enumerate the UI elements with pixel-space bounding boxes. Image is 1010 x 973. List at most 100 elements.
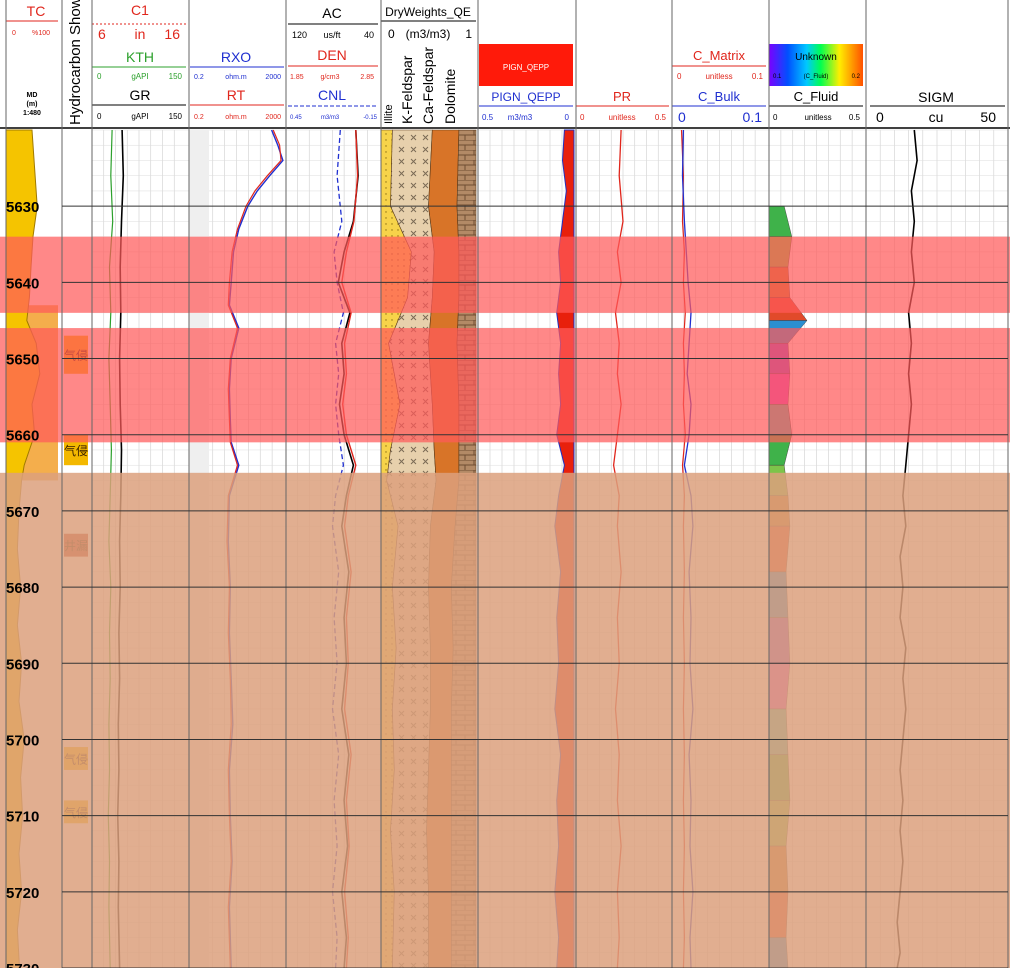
track-header-c: C_Matrix 0 unitless 0.1 C_Bulk 0 0.1 (672, 48, 766, 125)
sigm-unit: cu (929, 109, 944, 125)
pign-legend-swatch (479, 44, 573, 86)
pign-unit: m3/m3 (508, 113, 533, 122)
depth-scale: 1:480 (23, 110, 41, 117)
mineral-ca-feldspar: Ca-Feldspar (420, 47, 436, 124)
pr-right: 0.5 (655, 113, 667, 122)
cfluid-unit: unitless (804, 113, 831, 122)
depth-tick-label: 5640 (6, 275, 39, 292)
unknown-name: Unknown (795, 52, 837, 63)
gr-name: GR (130, 87, 151, 103)
cbulk-name: C_Bulk (698, 89, 740, 104)
dryweights-name: DryWeights_QE (385, 5, 471, 19)
depth-tick-label: 5730 (6, 961, 39, 968)
unknown-right: 0.2 (852, 74, 861, 80)
cbulk-left: 0 (678, 109, 686, 125)
track-header-porosity: AC 120 us/ft 40 DEN 1.85 g/cm3 2.85 CNL … (288, 5, 378, 121)
pign-right: 0 (565, 113, 570, 122)
unknown-left: 0.1 (773, 74, 782, 80)
track-header-pign: PIGN_QEPP PIGN_QEPP 0.5 m3/m3 0 (479, 44, 573, 122)
depth-tick-label: 5630 (6, 199, 39, 216)
mineral-k-feldspar: K-Feldspar (399, 55, 415, 124)
zone-gas (0, 328, 1010, 443)
gr-right: 150 (169, 112, 183, 121)
ac-left: 120 (292, 30, 307, 40)
tc-right: 100 (38, 30, 50, 37)
tc-name: TC (27, 3, 46, 19)
cfluid-left: 0 (773, 113, 778, 122)
zones (0, 236, 1010, 968)
track-header-pr: PR 0 unitless 0.5 (576, 89, 669, 122)
pr-unit: unitless (608, 113, 635, 122)
cbulk-right: 0.1 (743, 109, 763, 125)
kth-left: 0 (97, 72, 102, 81)
c1-name: C1 (131, 2, 149, 18)
rt-left: 0.2 (194, 114, 204, 121)
depth-md: MD (27, 92, 38, 99)
zone-gas (0, 236, 1010, 313)
den-left: 1.85 (290, 74, 304, 81)
cnl-right: -0.15 (363, 115, 377, 121)
track-header-dryweights: DryWeights_QE 0 (m3/m3) 1 Illite K-Felds… (381, 5, 476, 124)
depth-tick-label: 5650 (6, 352, 39, 369)
den-unit: g/cm3 (320, 74, 339, 81)
cmatrix-unit: unitless (705, 72, 732, 81)
cnl-unit: m3/m3 (321, 115, 340, 121)
unknown-sub: (C_Fluid) (804, 74, 829, 80)
ac-name: AC (322, 5, 341, 21)
track-header-tc: TC 0 % 100 MD (m) 1:480 (6, 3, 58, 117)
sigm-right: 50 (980, 109, 996, 125)
depth-tick-label: 5690 (6, 656, 39, 673)
den-right: 2.85 (360, 74, 374, 81)
rt-unit: ohm.m (225, 114, 247, 121)
kth-right: 150 (169, 72, 183, 81)
rxo-right: 2000 (265, 74, 281, 81)
pign-name: PIGN_QEPP (491, 90, 560, 104)
depth-tick-label: 5700 (6, 732, 39, 749)
hydrocarbon-header: Hydrocarbon Showing (67, 0, 84, 125)
depth-tick-label: 5720 (6, 885, 39, 902)
track-header-sigm: SIGM 0 cu 50 (870, 89, 1005, 125)
mineral-illite: Illite (383, 104, 395, 124)
depth-unit: (m) (27, 101, 38, 108)
den-name: DEN (317, 47, 347, 63)
depth-tick-label: 5710 (6, 809, 39, 826)
gr-left: 0 (97, 112, 102, 121)
cnl-name: CNL (318, 87, 346, 103)
rxo-name: RXO (221, 49, 251, 65)
cmatrix-name: C_Matrix (693, 48, 746, 63)
zone-lower (0, 472, 1010, 968)
kth-name: KTH (126, 49, 154, 65)
cfluid-right: 0.5 (849, 113, 861, 122)
mineral-dolomite: Dolomite (442, 69, 458, 124)
rxo-left: 0.2 (194, 74, 204, 81)
unknown-legend-swatch (769, 44, 863, 86)
track-header-fluid: Unknown 0.1 (C_Fluid) 0.2 C_Fluid 0 unit… (769, 44, 863, 122)
c1-right: 16 (164, 26, 180, 42)
cmatrix-right: 0.1 (752, 72, 764, 81)
depth-tick-label: 5680 (6, 580, 39, 597)
rt-right: 2000 (265, 114, 281, 121)
cfluid-name: C_Fluid (794, 89, 839, 104)
c1-left: 6 (98, 26, 106, 42)
cmatrix-left: 0 (677, 72, 682, 81)
gr-unit: gAPI (131, 112, 148, 121)
depth-tick-label: 5670 (6, 504, 39, 521)
show-label: 气侵 (64, 443, 88, 458)
kth-unit: gAPI (131, 72, 148, 81)
ac-unit: us/ft (323, 30, 341, 40)
track-header-gr: C1 6 in 16 KTH 0 gAPI 150 GR 0 gAPI 150 (92, 2, 186, 121)
rt-name: RT (227, 87, 246, 103)
cnl-left: 0.45 (290, 115, 302, 121)
tc-unit: % (32, 30, 38, 37)
depth-tick-label: 5660 (6, 428, 39, 445)
dryweights-left: 0 (388, 27, 395, 41)
dryweights-unit: (m3/m3) (406, 27, 451, 41)
pign-legend-label: PIGN_QEPP (503, 63, 549, 72)
header: TC 0 % 100 MD (m) 1:480 Hydrocarbon Show… (0, 0, 1010, 129)
pr-name: PR (613, 89, 631, 104)
pr-left: 0 (580, 113, 585, 122)
c1-unit: in (135, 26, 146, 42)
dryweights-right: 1 (465, 27, 472, 41)
tc-left: 0 (12, 30, 16, 37)
